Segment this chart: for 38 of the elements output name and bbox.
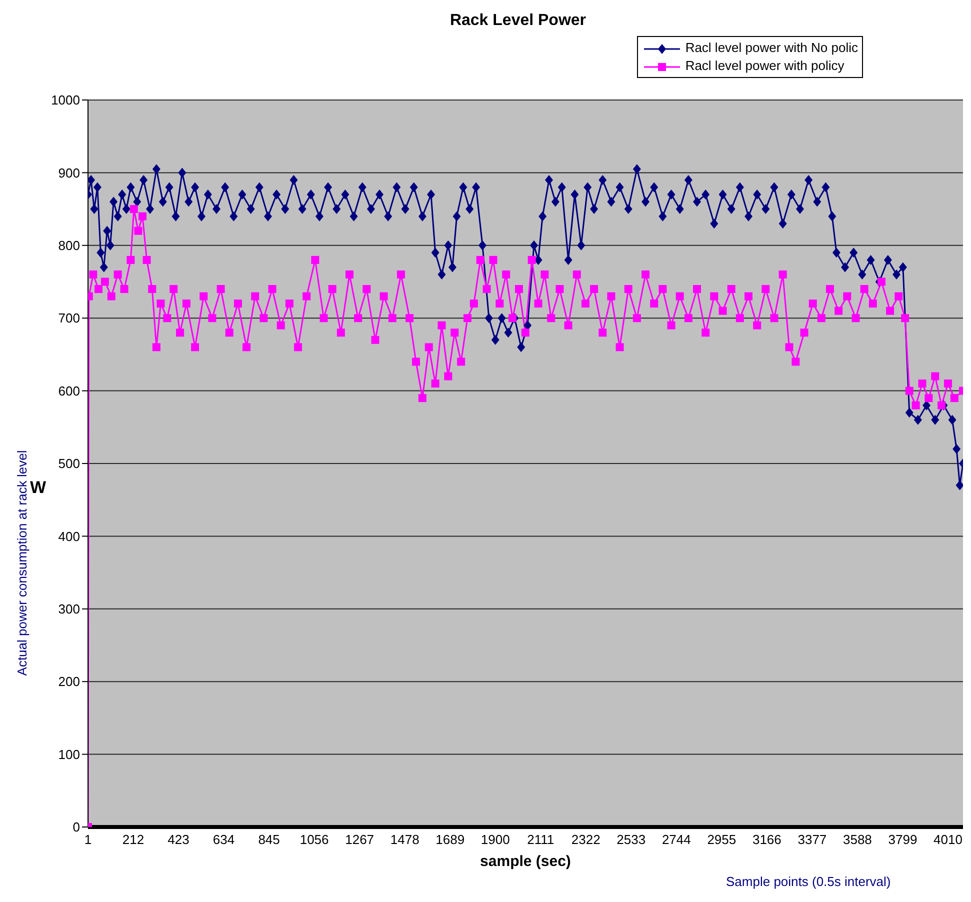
x-tick-label: 4010 [934, 832, 962, 848]
x-tick-label: 1689 [436, 832, 465, 848]
x-tick-label: 423 [168, 832, 190, 848]
x-tick-label: 1 [84, 832, 92, 848]
legend-label: Racl level power with policy [684, 57, 846, 75]
y-tick-label: 800 [58, 238, 80, 254]
y-tick-label: 500 [58, 456, 80, 472]
x-tick-label: 2322 [571, 832, 600, 848]
x-tick-label: 212 [122, 832, 144, 848]
text: W [30, 478, 46, 498]
y-tick-label: 700 [58, 310, 80, 326]
x-tick-label: 2111 [527, 832, 554, 848]
y-tick-label: 600 [58, 383, 80, 398]
x-tick-label: 2955 [707, 832, 736, 848]
y-tick-label: 300 [58, 602, 80, 617]
x-tick-label: 1056 [300, 832, 329, 848]
y-tick-label: 400 [58, 528, 80, 544]
y-tick-label: 900 [58, 165, 80, 180]
x-tick-label: 1478 [390, 832, 420, 848]
x-tick-label: 3377 [798, 832, 827, 848]
y-tick-label: 200 [58, 674, 80, 690]
x-tick-label: 634 [212, 832, 235, 848]
y-tick-label: 100 [58, 746, 80, 762]
y-axis-title: Actual power consumption at rack level [14, 450, 30, 676]
x-axis-title: sample (sec) [479, 853, 572, 870]
legend-label: Racl level power with No polic [684, 39, 858, 57]
text: Sample points (0.5s interval) [726, 874, 891, 889]
x-tick-label: 845 [258, 832, 280, 848]
x-tick-label: 3588 [843, 832, 872, 848]
x-tick-label: 2744 [662, 832, 691, 848]
x-tick-label: 3799 [888, 832, 918, 848]
y-tick-label: 1000 [51, 92, 80, 108]
x-tick-label: 2533 [616, 832, 646, 848]
y-tick-label: 0 [72, 820, 80, 835]
chart-title: Rack Level Power [448, 12, 588, 30]
x-tick-label: 1900 [480, 832, 510, 848]
x-tick-label: 3166 [752, 832, 782, 848]
x-tick-label: 1267 [345, 832, 374, 848]
